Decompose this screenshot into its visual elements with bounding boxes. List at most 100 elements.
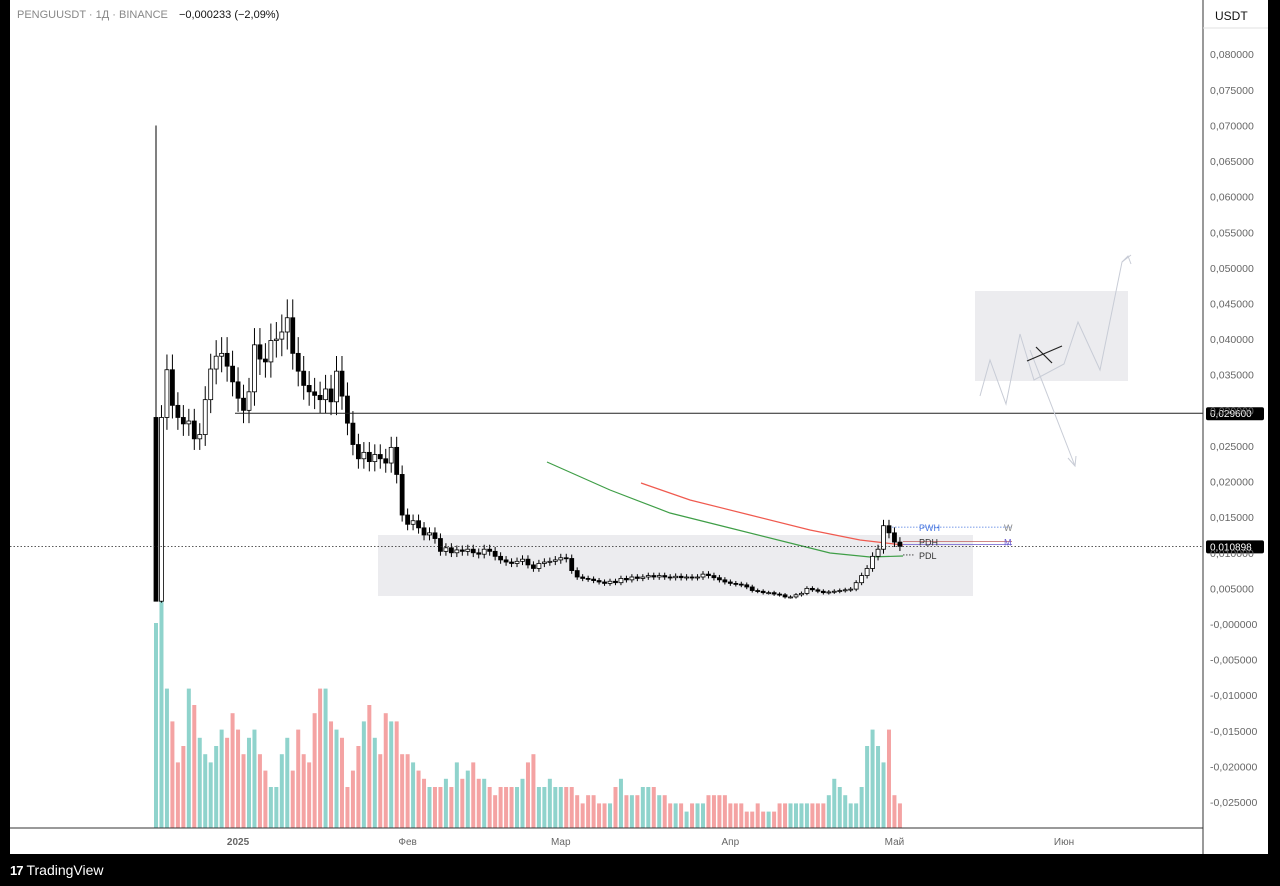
volume-bar <box>482 778 487 828</box>
volume-bar <box>881 762 886 828</box>
time-tick-label: Май <box>885 837 905 848</box>
volume-bar <box>733 803 738 828</box>
cross-mark <box>1035 346 1053 364</box>
volume-bar <box>591 795 596 828</box>
candle-body <box>738 583 744 586</box>
tradingview-mark-icon: 17 <box>10 862 24 878</box>
price-tick-label: 0,010000 <box>1210 548 1254 560</box>
axis-currency[interactable]: USDT <box>1215 9 1248 23</box>
volume-bar <box>225 737 230 828</box>
candle-body <box>197 434 203 440</box>
volume-bar <box>739 803 744 828</box>
volume-layer <box>154 598 902 828</box>
candle-body <box>673 575 679 579</box>
volume-bar <box>154 623 158 828</box>
candle-body <box>870 555 875 569</box>
candle-body <box>257 344 263 360</box>
candle-body <box>733 583 739 585</box>
volume-bar <box>525 762 530 828</box>
candle-body <box>334 370 339 403</box>
candle-body <box>312 391 318 396</box>
symbol-title[interactable]: PENGUUSDT · 1Д · BINANCE <box>17 9 168 21</box>
candle-body <box>219 352 225 357</box>
drawings-layer <box>979 254 1132 468</box>
price-tick-label: 0,065000 <box>1210 156 1254 168</box>
volume-bar <box>553 787 558 828</box>
tradingview-logo[interactable]: 17 TradingView <box>10 862 104 878</box>
candle-body <box>454 549 460 554</box>
candle-body <box>186 420 192 425</box>
volume-bar <box>323 688 328 828</box>
red-moving-average <box>640 482 904 546</box>
volume-bar <box>400 754 405 828</box>
price-tick-label: 0,075000 <box>1210 85 1254 97</box>
candle-body <box>864 568 870 576</box>
resistance-price-label: 0,029600 <box>1210 409 1252 420</box>
volume-bar <box>416 770 421 828</box>
price-tick-label: 0,040000 <box>1210 334 1254 346</box>
candle-body <box>618 578 624 584</box>
volume-bar <box>498 787 503 828</box>
volume-bar <box>296 729 301 828</box>
bearish-scenario-path <box>1029 349 1076 467</box>
candle-body <box>804 587 810 594</box>
price-tick-label: -0,020000 <box>1210 761 1257 773</box>
volume-bar <box>208 762 213 828</box>
price-tick-label: 0,035000 <box>1210 370 1254 382</box>
candle-body <box>689 576 695 579</box>
candle-body <box>826 591 832 594</box>
candle-body <box>525 558 531 566</box>
volume-bar <box>843 795 848 828</box>
candle-body <box>853 582 859 590</box>
price-change: −0,000233 (−2,09%) <box>178 9 280 21</box>
pdl-label: PDL <box>919 551 937 561</box>
volume-bar <box>214 746 219 828</box>
candle-body <box>498 555 504 561</box>
candle-body <box>366 451 372 463</box>
candles-layer <box>153 125 903 603</box>
candle-body <box>230 365 235 383</box>
candle-body <box>416 520 421 529</box>
bearish-arrowhead <box>1067 455 1077 468</box>
price-axis: 0,080000 0,075000 0,070000 0,065000 0,060000… <box>1202 0 1268 854</box>
candle-body <box>547 560 553 563</box>
volume-bar <box>230 713 235 828</box>
volume-bar <box>586 795 591 828</box>
candle-body <box>273 338 279 341</box>
volume-bar <box>618 778 623 828</box>
volume-bar <box>164 688 169 828</box>
candle-body <box>350 422 356 445</box>
candle-body <box>509 561 514 564</box>
time-axis: 2025 Фев Мар Апр Май Июн <box>10 827 1203 848</box>
volume-bar <box>285 737 290 828</box>
candle-body <box>651 575 657 578</box>
volume-bar <box>810 803 815 828</box>
volume-bar <box>668 803 673 828</box>
candle-body <box>246 391 252 411</box>
volume-bar <box>624 795 629 828</box>
volume-bar <box>651 787 656 828</box>
volume-bar <box>799 803 804 828</box>
chart-canvas[interactable]: 0,029600 0,010898 PWH PDH PDL WM 0,080000 0,07… <box>10 0 1268 854</box>
candle-body <box>202 399 208 435</box>
volume-bar <box>389 721 394 828</box>
volume-bar <box>334 729 339 828</box>
candle-body <box>520 558 525 562</box>
candle-body <box>377 454 383 460</box>
volume-bar <box>711 795 716 828</box>
volume-bar <box>476 778 481 828</box>
last-price-tag <box>1206 540 1264 554</box>
candle-body <box>339 370 345 397</box>
volume-bar <box>679 803 684 828</box>
pwh-label: PWH <box>919 523 940 533</box>
week-label: W <box>1004 523 1013 533</box>
volume-bar <box>640 787 645 828</box>
candle-body <box>717 577 722 581</box>
candle-body <box>268 340 274 363</box>
volume-bar <box>170 721 175 828</box>
volume-bar <box>383 713 388 828</box>
candle-body <box>771 592 777 595</box>
volume-bar <box>301 754 306 828</box>
volume-bar <box>662 795 667 828</box>
candle-body <box>541 561 547 564</box>
